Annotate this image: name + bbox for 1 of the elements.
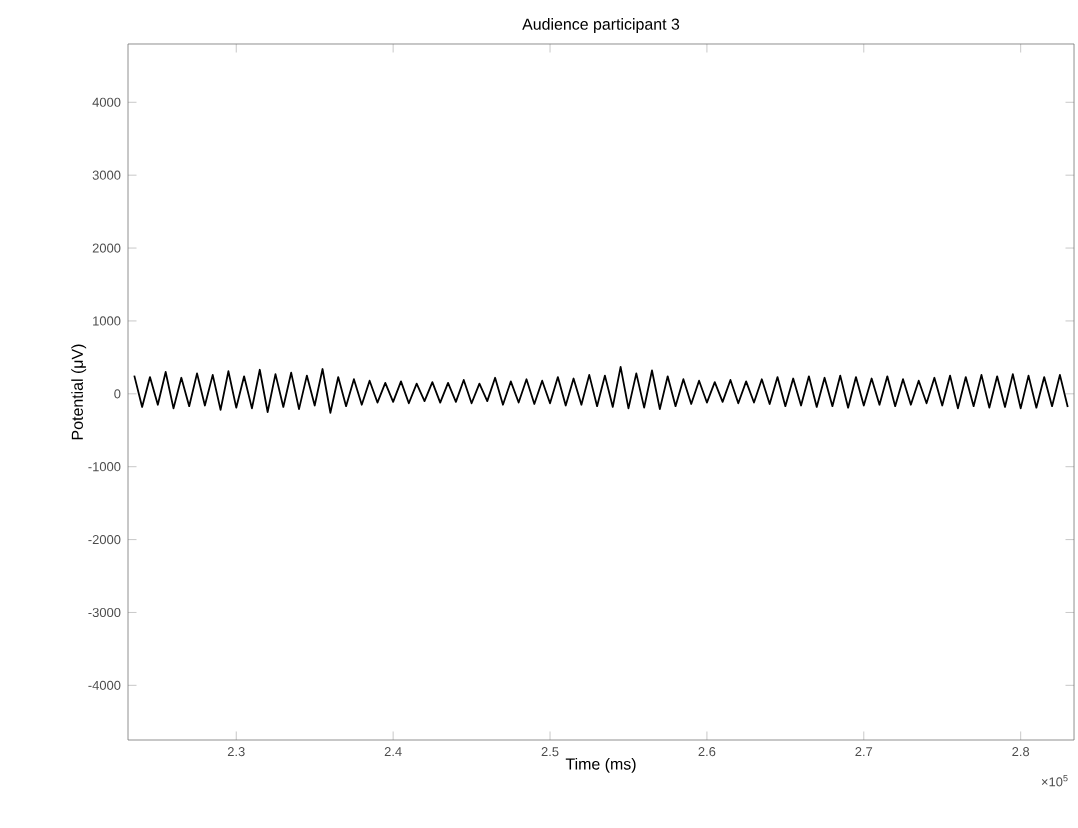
line-series <box>133 365 1069 414</box>
